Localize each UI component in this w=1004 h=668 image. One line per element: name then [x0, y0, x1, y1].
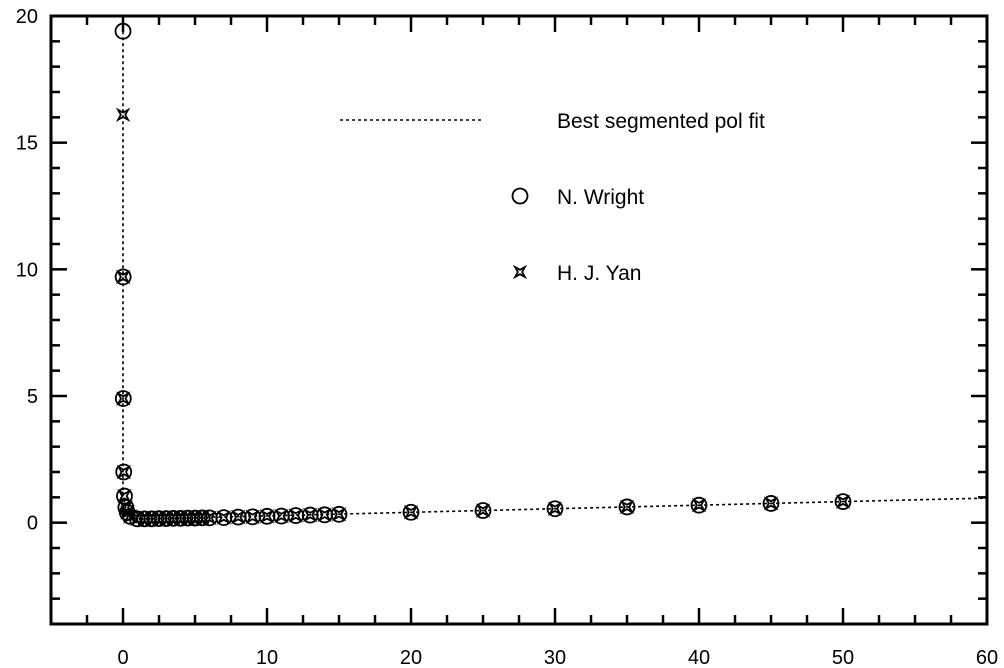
star-marker — [115, 269, 131, 285]
circle-marker — [690, 496, 708, 514]
legend-circle-marker — [511, 187, 529, 205]
axis-ticks — [49, 14, 989, 626]
star-marker — [120, 505, 135, 520]
star-marker — [274, 508, 289, 524]
star-marker — [317, 507, 332, 523]
circle-marker — [114, 268, 132, 286]
star-marker — [691, 497, 707, 513]
star-marker — [331, 507, 347, 522]
legend-star-marker — [512, 264, 528, 280]
circle-marker — [762, 495, 780, 512]
legend-series-1-label: N. Wright — [557, 186, 644, 209]
y-tick-label: 0 — [27, 513, 38, 535]
star-marker — [763, 496, 779, 511]
star-marker — [144, 511, 159, 527]
y-tick-label: 20 — [16, 6, 38, 28]
x-tick-label: 60 — [976, 647, 998, 668]
y-tick-label: 5 — [27, 386, 38, 408]
circle-marker — [834, 493, 852, 511]
circle-marker — [546, 500, 564, 518]
star-marker — [216, 510, 231, 525]
star-marker — [159, 511, 174, 526]
x-tick-label: 10 — [256, 647, 278, 668]
fit-line-group — [122, 31, 988, 520]
x-tick-label: 40 — [688, 647, 710, 668]
x-tick-label: 0 — [117, 647, 128, 668]
circle-marker — [330, 505, 348, 523]
legend-fit-label: Best segmented pol fit — [557, 110, 765, 133]
axis-tick-labels: 0 10 20 30 40 50 60 0 5 10 15 20 — [16, 6, 998, 668]
star-marker — [619, 499, 635, 515]
x-tick-label: 20 — [400, 647, 422, 668]
star-marker — [245, 509, 260, 525]
circle-marker — [618, 498, 636, 516]
circle-marker — [115, 463, 133, 481]
star-marker — [512, 264, 528, 280]
x-tick-label: 30 — [544, 647, 566, 668]
star-marker — [547, 501, 563, 516]
legend: Best segmented pol fit N. Wright H. J. Y… — [340, 110, 765, 285]
circle-marker — [114, 22, 132, 40]
star-marker — [288, 508, 303, 523]
y-tick-label: 15 — [16, 133, 38, 155]
fit-line — [122, 31, 988, 520]
star-marker — [202, 510, 217, 526]
circle-marker — [114, 390, 132, 407]
legend-series-2-label: H. J. Yan — [557, 262, 641, 285]
star-marker — [231, 509, 246, 525]
circle-marker — [193, 509, 211, 527]
star-marker — [115, 107, 131, 122]
star-marker — [187, 510, 203, 526]
star-marker — [303, 507, 318, 523]
y-tick-label: 10 — [16, 259, 38, 281]
star-marker — [116, 391, 131, 406]
circle-marker — [402, 503, 420, 521]
star-marker — [117, 488, 132, 504]
star-marker — [475, 503, 491, 518]
star-marker — [403, 505, 419, 520]
star-marker — [835, 494, 851, 509]
x-tick-label: 50 — [832, 647, 854, 668]
circle-marker — [474, 502, 492, 519]
markers-group — [114, 22, 852, 528]
star-marker — [259, 509, 275, 524]
star-marker — [116, 464, 131, 480]
star-marker — [173, 511, 188, 526]
plot-frame — [49, 14, 989, 626]
